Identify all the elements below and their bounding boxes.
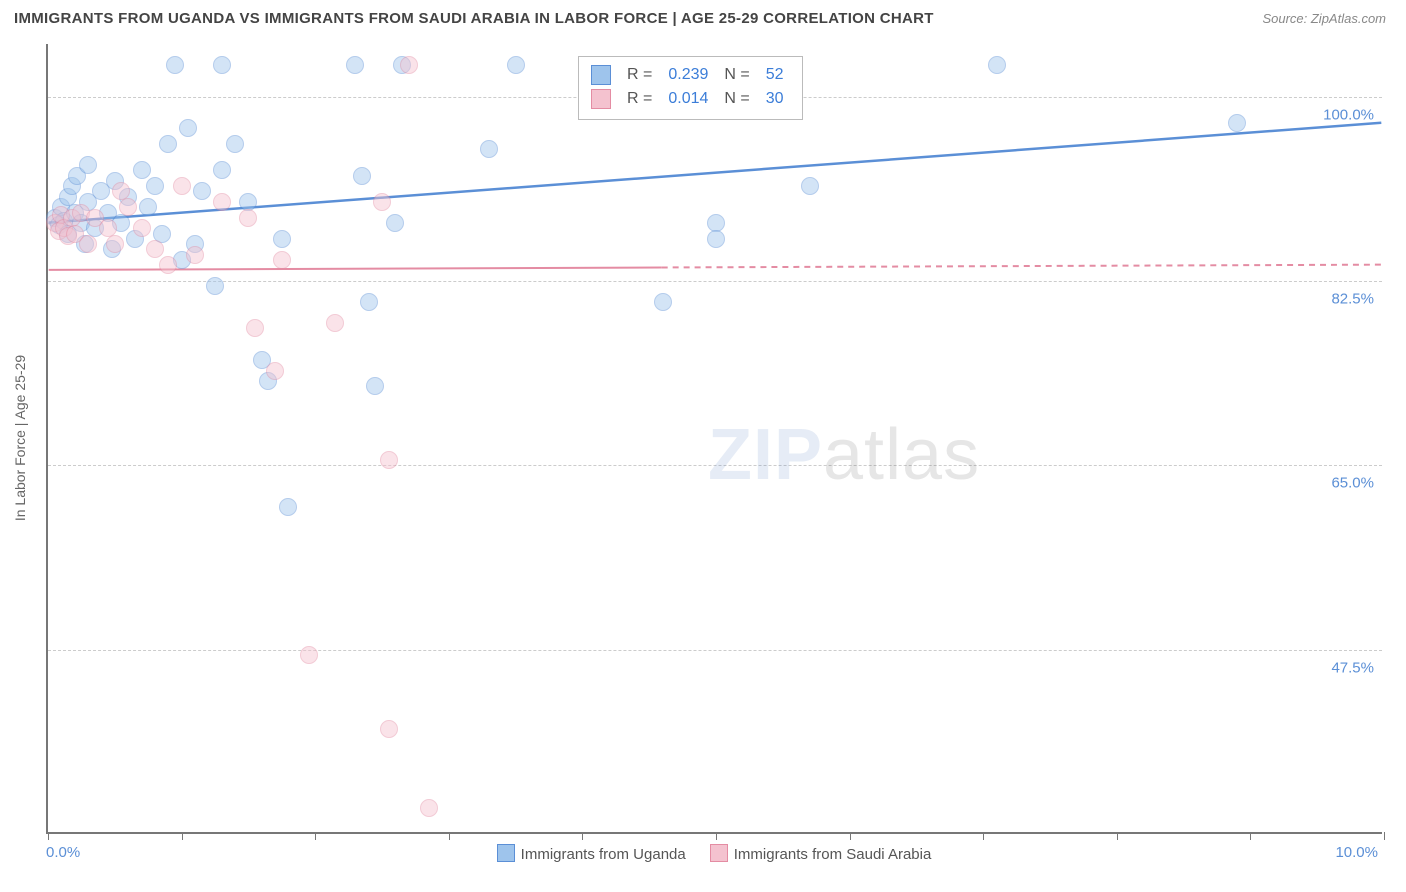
scatter-point-saudi — [79, 235, 97, 253]
plot-area: In Labor Force | Age 25-29 47.5%65.0%82.… — [46, 44, 1382, 834]
scatter-point-uganda — [159, 135, 177, 153]
scatter-point-uganda — [279, 498, 297, 516]
scatter-point-uganda — [273, 230, 291, 248]
scatter-point-saudi — [400, 56, 418, 74]
watermark: ZIPatlas — [708, 414, 980, 496]
gridline-h — [48, 465, 1382, 466]
scatter-point-saudi — [326, 314, 344, 332]
gridline-h — [48, 650, 1382, 651]
scatter-point-saudi — [380, 720, 398, 738]
scatter-point-saudi — [273, 251, 291, 269]
scatter-point-uganda — [179, 119, 197, 137]
scatter-point-uganda — [1228, 114, 1246, 132]
x-tick — [182, 832, 183, 840]
scatter-point-uganda — [988, 56, 1006, 74]
correlation-row-uganda: R =0.239N =52 — [591, 63, 790, 87]
source-label: Source: ZipAtlas.com — [1262, 11, 1386, 26]
x-tick — [1384, 832, 1385, 840]
scatter-point-saudi — [146, 240, 164, 258]
scatter-point-uganda — [801, 177, 819, 195]
scatter-point-uganda — [346, 56, 364, 74]
scatter-point-uganda — [480, 140, 498, 158]
y-tick-label: 82.5% — [1331, 291, 1374, 308]
scatter-point-uganda — [139, 198, 157, 216]
x-tick — [582, 832, 583, 840]
scatter-point-uganda — [213, 56, 231, 74]
scatter-point-uganda — [193, 182, 211, 200]
x-tick — [1117, 832, 1118, 840]
trend-lines — [48, 44, 1382, 832]
scatter-point-uganda — [213, 161, 231, 179]
title-bar: IMMIGRANTS FROM UGANDA VS IMMIGRANTS FRO… — [0, 0, 1406, 35]
scatter-point-saudi — [300, 646, 318, 664]
scatter-point-uganda — [206, 277, 224, 295]
scatter-point-uganda — [386, 214, 404, 232]
chart-title: IMMIGRANTS FROM UGANDA VS IMMIGRANTS FRO… — [14, 10, 934, 27]
gridline-h — [48, 281, 1382, 282]
scatter-point-saudi — [266, 362, 284, 380]
y-tick-label: 65.0% — [1331, 475, 1374, 492]
x-tick — [983, 832, 984, 840]
plot-canvas: 47.5% 65.0% 82.5% 100.0% ZIPatlas R =0.239N =… — [48, 44, 1382, 832]
scatter-point-uganda — [654, 293, 672, 311]
scatter-point-uganda — [146, 177, 164, 195]
scatter-point-saudi — [186, 246, 204, 264]
scatter-point-saudi — [119, 198, 137, 216]
x-tick — [1250, 832, 1251, 840]
scatter-point-saudi — [246, 319, 264, 337]
scatter-point-saudi — [106, 235, 124, 253]
y-axis-label: In Labor Force | Age 25-29 — [12, 355, 28, 521]
legend-item: Immigrants from Saudi Arabia — [710, 844, 932, 863]
x-tick — [850, 832, 851, 840]
x-axis-labels: 0.0% Immigrants from UgandaImmigrants fr… — [46, 844, 1382, 874]
scatter-point-uganda — [366, 377, 384, 395]
scatter-point-saudi — [173, 177, 191, 195]
x-tick-max: 10.0% — [1335, 844, 1378, 861]
series-legend: Immigrants from Uganda Immigrants from Sa… — [46, 844, 1382, 863]
scatter-point-saudi — [213, 193, 231, 211]
scatter-point-uganda — [79, 156, 97, 174]
scatter-point-saudi — [239, 209, 257, 227]
y-tick-label: 100.0% — [1323, 106, 1374, 123]
scatter-point-saudi — [133, 219, 151, 237]
scatter-point-saudi — [159, 256, 177, 274]
correlation-box: R =0.239N =52R =0.014N =30 — [578, 56, 803, 120]
scatter-point-uganda — [226, 135, 244, 153]
scatter-point-saudi — [373, 193, 391, 211]
scatter-point-uganda — [353, 167, 371, 185]
x-tick — [449, 832, 450, 840]
correlation-row-saudi: R =0.014N =30 — [591, 87, 790, 111]
scatter-point-uganda — [133, 161, 151, 179]
legend-item: Immigrants from Uganda — [497, 844, 686, 863]
x-tick — [716, 832, 717, 840]
x-tick — [48, 832, 49, 840]
scatter-point-uganda — [360, 293, 378, 311]
scatter-point-uganda — [507, 56, 525, 74]
scatter-point-saudi — [420, 799, 438, 817]
scatter-point-uganda — [166, 56, 184, 74]
x-tick — [315, 832, 316, 840]
y-tick-label: 47.5% — [1331, 659, 1374, 676]
scatter-point-uganda — [707, 230, 725, 248]
scatter-point-saudi — [380, 451, 398, 469]
